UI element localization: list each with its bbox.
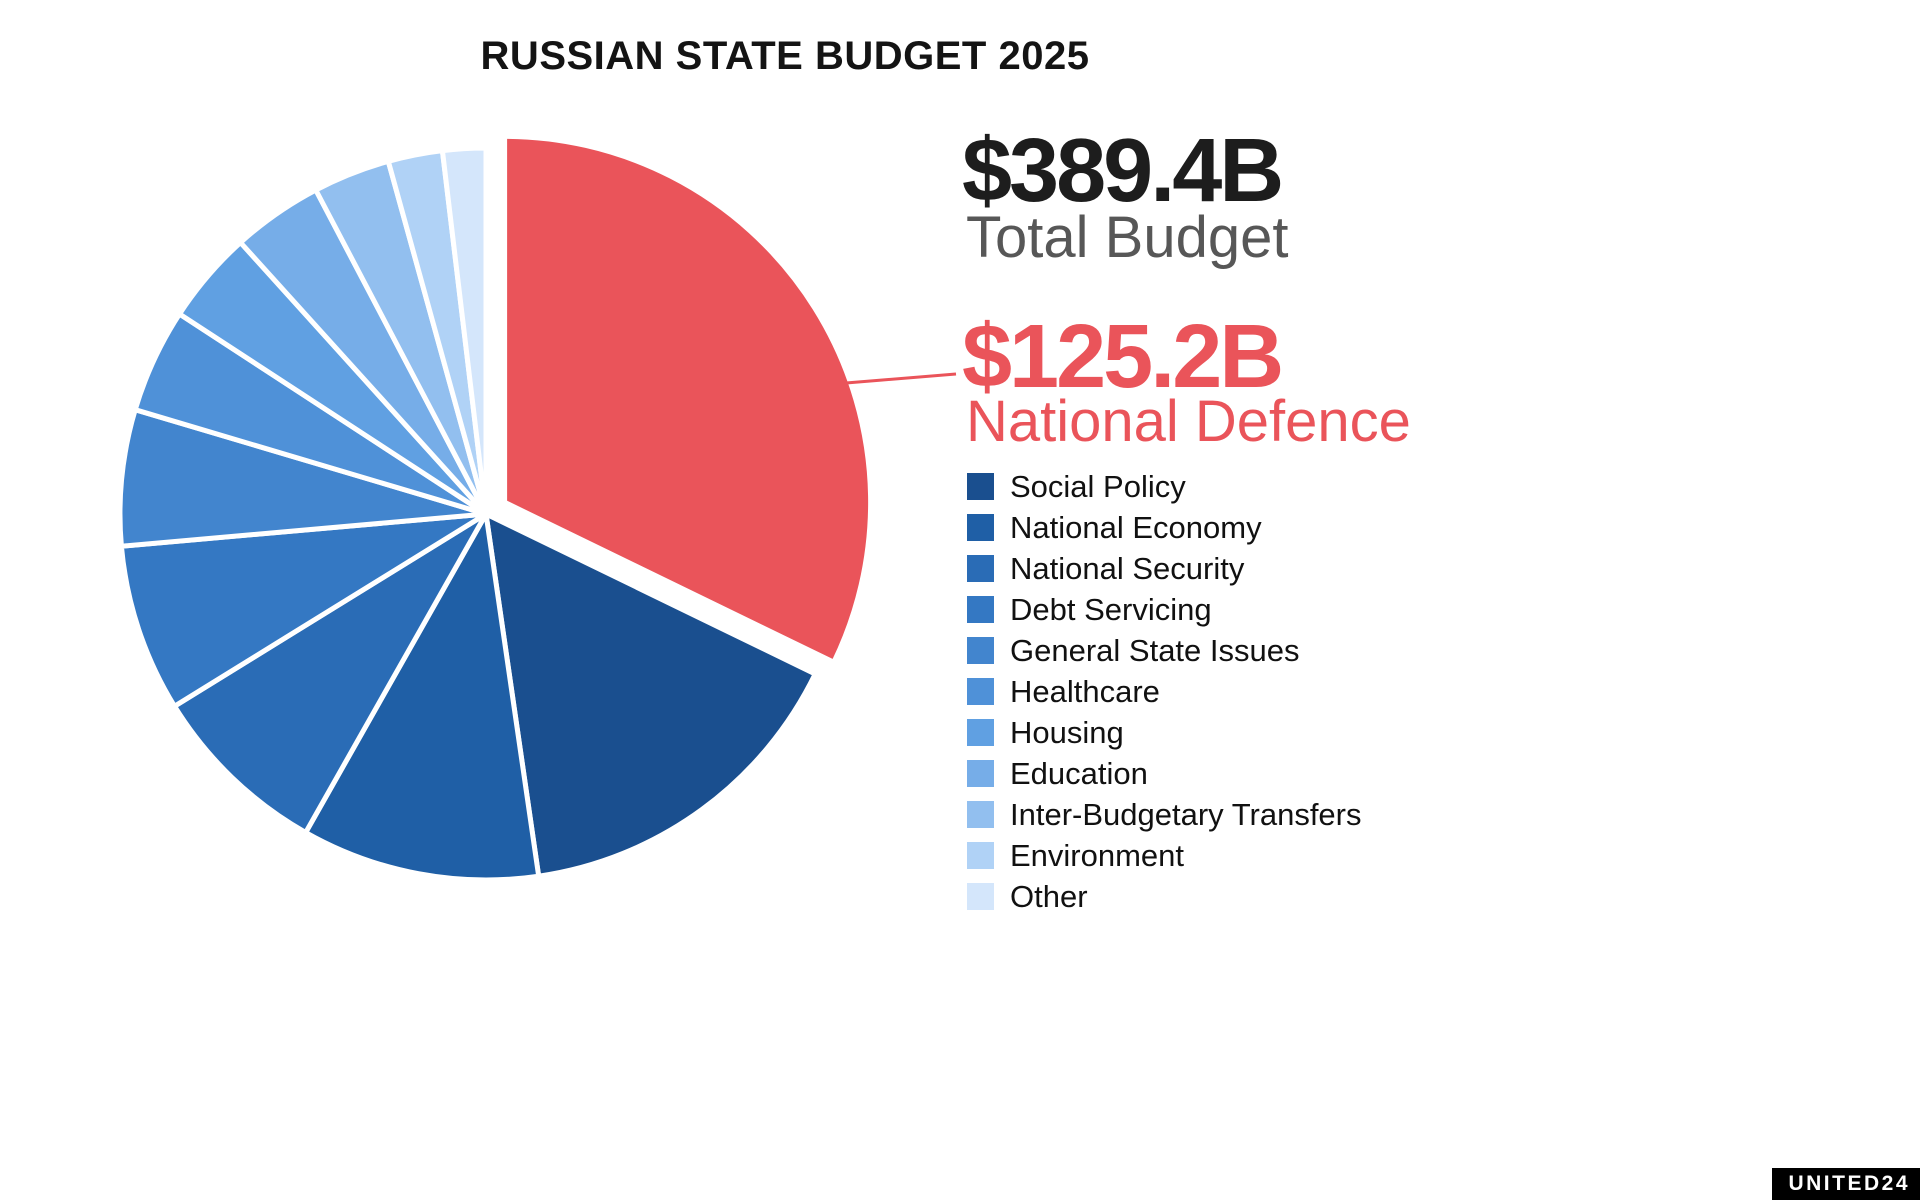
legend-label: National Economy (1010, 509, 1262, 545)
legend-label: Healthcare (1010, 673, 1160, 709)
pie-slice (439, 145, 489, 517)
legend-label: Inter-Budgetary Transfers (1010, 796, 1362, 832)
legend-swatch (967, 719, 994, 746)
legend-label: Housing (1010, 714, 1124, 750)
legend-item: Inter-Budgetary Transfers (967, 797, 1362, 832)
defence-label: National Defence (966, 389, 1411, 454)
pie-slice (303, 511, 542, 883)
legend-swatch (967, 883, 994, 910)
callout-line (845, 372, 957, 385)
pie-slices (117, 133, 874, 883)
total-budget-label: Total Budget (966, 205, 1289, 270)
legend-swatch (967, 596, 994, 623)
legend-item: Other (967, 879, 1362, 914)
legend-swatch (967, 473, 994, 500)
legend-label: Social Policy (1010, 468, 1186, 504)
legend-label: Education (1010, 755, 1148, 791)
legend-item: Social Policy (967, 469, 1362, 504)
legend-label: Debt Servicing (1010, 591, 1212, 627)
legend-item: Housing (967, 715, 1362, 750)
pie-slice (117, 407, 489, 549)
legend-swatch (967, 637, 994, 664)
united24-logo: UNITED24 (1772, 1168, 1920, 1200)
legend-label: Other (1010, 878, 1088, 914)
legend-swatch (967, 678, 994, 705)
defence-value: $125.2B (962, 307, 1284, 407)
legend-item: Education (967, 756, 1362, 791)
legend-item: Debt Servicing (967, 592, 1362, 627)
legend-item: General State Issues (967, 633, 1362, 668)
legend-swatch (967, 555, 994, 582)
legend-item: Healthcare (967, 674, 1362, 709)
pie-slice (502, 133, 874, 665)
legend-item: National Economy (967, 510, 1362, 545)
total-budget-value: $389.4B (962, 121, 1284, 221)
pie-slice (172, 511, 489, 835)
legend-swatch (967, 842, 994, 869)
legend-swatch (967, 760, 994, 787)
pie-slice (483, 511, 818, 879)
legend-item: National Security (967, 551, 1362, 586)
pie-slice (118, 511, 489, 709)
legend-label: Environment (1010, 837, 1185, 873)
legend-swatch (967, 514, 994, 541)
legend: Social Policy National Economy National Se… (967, 469, 1362, 924)
legend-item: Environment (967, 838, 1362, 873)
chart-title: RUSSIAN STATE BUDGET 2025 (480, 34, 1090, 78)
legend-label: National Security (1010, 550, 1245, 586)
legend-label: General State Issues (1010, 632, 1300, 668)
legend-swatch (967, 801, 994, 828)
